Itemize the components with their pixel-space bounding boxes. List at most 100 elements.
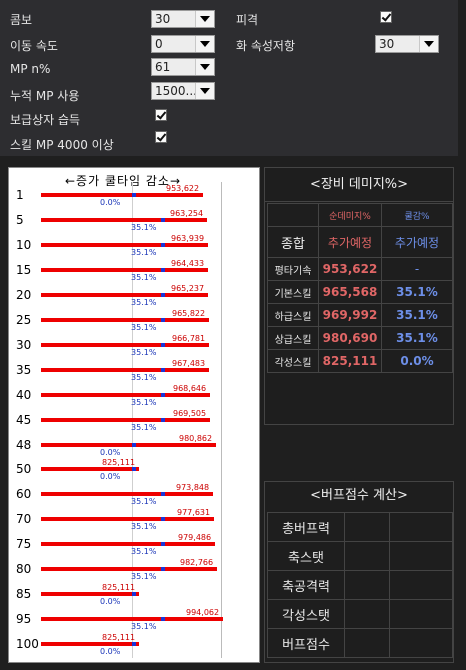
damage-label: 964,433 — [171, 258, 205, 268]
level-chart: ←증가 쿨타임 감소→ 1 953,622 0.0% 5 963,254 35.1% 10 9… — [8, 167, 260, 663]
cooldown-marker — [161, 492, 165, 497]
accum-mp-value: 1500... — [155, 84, 197, 98]
total-cool: 추가예정 — [381, 226, 453, 258]
cooldown-label: 35.1% — [131, 272, 157, 282]
speed-label: 이동 속도 — [10, 39, 58, 53]
level-label: 20 — [16, 287, 32, 302]
chevron-down-icon — [195, 83, 214, 99]
damage-label: 825,111 — [102, 583, 136, 593]
buff-score-panel: <버프점수 계산> 총버프력 축스탯 축공격력 각성스탯 버프점수 — [264, 481, 454, 663]
buff-cell — [389, 628, 453, 658]
damage-bar — [41, 217, 207, 222]
skill-mp-checkbox[interactable] — [155, 131, 167, 143]
cooldown-label: 35.1% — [131, 422, 157, 432]
cooldown-label: 35.1% — [131, 397, 157, 407]
buff-score-title: <버프점수 계산> — [310, 488, 408, 503]
buff-row-label: 축공격력 — [267, 570, 345, 600]
cooldown-label: 35.1% — [131, 497, 157, 507]
buff-cell — [344, 512, 390, 542]
buff-row-label: 축스탯 — [267, 541, 345, 571]
total-net: 추가예정 — [318, 226, 382, 258]
level-label: 50 — [16, 462, 32, 477]
row-net: 965,568 — [318, 280, 382, 304]
buff-cell — [389, 599, 453, 629]
head-empty — [267, 203, 319, 227]
level-label: 75 — [16, 537, 32, 552]
cooldown-label: 0.0% — [100, 447, 121, 457]
cooldown-label: 35.1% — [131, 572, 157, 582]
cooldown-label: 35.1% — [131, 297, 157, 307]
cooldown-marker — [161, 517, 165, 522]
damage-label: 965,822 — [172, 308, 206, 318]
head-net-damage: 순데미지% — [318, 203, 382, 227]
damage-bar — [41, 567, 217, 572]
mp-label: MP n% — [10, 62, 51, 76]
total-label: 종합 — [267, 226, 319, 258]
damage-label: 979,486 — [178, 533, 212, 543]
fire-resist-label: 화 속성저항 — [236, 39, 296, 53]
cooldown-marker — [161, 367, 165, 372]
chevron-down-icon — [195, 59, 214, 75]
cooldown-marker — [161, 392, 165, 397]
mp-value: 61 — [155, 60, 171, 74]
cooldown-label: 35.1% — [131, 347, 157, 357]
damage-label: 994,062 — [186, 608, 220, 618]
damage-bar — [41, 392, 210, 397]
row-label: 각성스킬 — [267, 349, 319, 373]
cooldown-marker — [161, 417, 165, 422]
damage-label: 968,646 — [173, 383, 207, 393]
damage-bar — [41, 442, 216, 447]
buff-cell — [344, 570, 390, 600]
cooldown-marker — [132, 467, 136, 472]
cooldown-label: 35.1% — [131, 522, 157, 532]
equip-damage-panel: <장비 데미지%> 순데미지% 쿨감% 종합 추가예정 추가예정 평타기속 95… — [264, 167, 454, 425]
level-label: 10 — [16, 237, 32, 252]
level-label: 40 — [16, 387, 32, 402]
accum-mp-select[interactable]: 1500... — [151, 82, 215, 100]
buff-cell — [389, 541, 453, 571]
cooldown-marker — [161, 542, 165, 547]
damage-bar — [41, 517, 214, 522]
cooldown-marker — [132, 642, 136, 647]
buff-cell — [344, 599, 390, 629]
head-cooldown: 쿨감% — [381, 203, 453, 227]
row-net: 969,992 — [318, 303, 382, 327]
damage-label: 963,254 — [170, 208, 204, 218]
level-label: 5 — [16, 212, 24, 227]
damage-label: 953,622 — [166, 184, 200, 193]
damage-bar — [41, 267, 208, 272]
damage-bar — [41, 417, 210, 422]
settings-panel: 콤보 30 피격 이동 속도 0 화 속성저항 30 MP n% 61 누적 M… — [0, 0, 458, 156]
level-label: 85 — [16, 587, 32, 602]
damage-bar — [41, 467, 139, 472]
cooldown-label: 35.1% — [131, 622, 157, 632]
level-label: 45 — [16, 412, 32, 427]
mp-select[interactable]: 61 — [151, 58, 215, 76]
damage-label: 965,237 — [171, 283, 205, 293]
fire-resist-select[interactable]: 30 — [375, 35, 439, 53]
damage-bar — [41, 292, 208, 297]
combo-label: 콤보 — [10, 13, 33, 27]
buff-row-label: 총버프력 — [267, 512, 345, 542]
level-label: 25 — [16, 312, 32, 327]
cooldown-label: 35.1% — [131, 372, 157, 382]
cooldown-marker — [132, 592, 136, 597]
cooldown-marker — [161, 317, 165, 322]
hit-checkbox[interactable] — [380, 11, 392, 23]
cooldown-label: 0.0% — [100, 198, 121, 207]
damage-bar — [41, 592, 139, 597]
combo-select[interactable]: 30 — [151, 10, 215, 28]
buff-cell — [389, 570, 453, 600]
cooldown-marker — [161, 217, 165, 222]
damage-label: 969,505 — [173, 408, 207, 418]
damage-label: 966,781 — [172, 333, 206, 343]
cooldown-marker — [161, 342, 165, 347]
damage-label: 967,483 — [172, 358, 206, 368]
supply-box-checkbox[interactable] — [155, 109, 167, 121]
combo-value: 30 — [155, 12, 171, 26]
row-cool: 0.0% — [381, 349, 453, 373]
speed-select[interactable]: 0 — [151, 35, 215, 53]
buff-cell — [389, 512, 453, 542]
cooldown-label: 35.1% — [131, 322, 157, 332]
damage-label: 963,939 — [171, 233, 205, 243]
